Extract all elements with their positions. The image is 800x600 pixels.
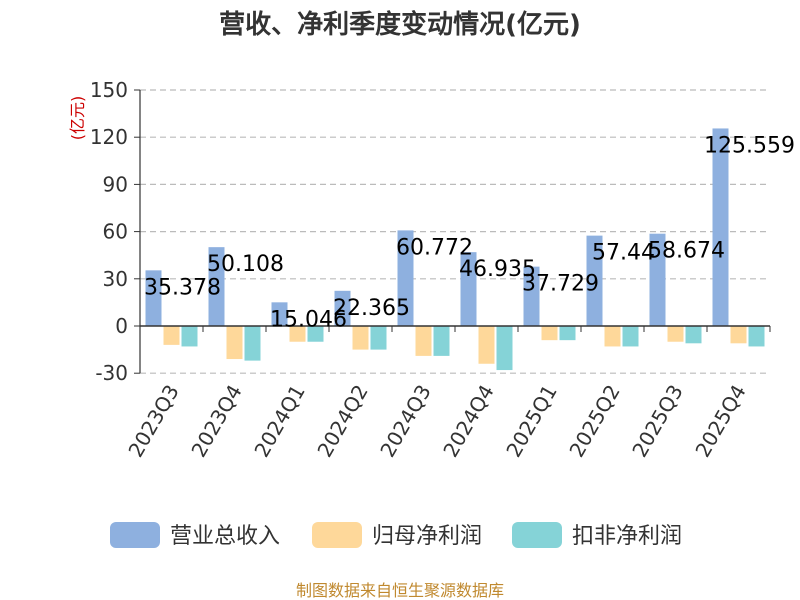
bar-2-2024Q4	[478, 326, 495, 364]
x-tick-label: 2023Q3	[123, 381, 183, 462]
bar-2-2025Q2	[604, 326, 621, 347]
bars	[145, 128, 765, 371]
bar-3-2024Q1	[307, 326, 324, 342]
bar-3-2024Q2	[370, 326, 387, 350]
grid-lines	[140, 89, 770, 374]
bar-1-2023Q4	[208, 247, 225, 326]
legend-label: 营业总收入	[170, 524, 280, 549]
bar-1-2024Q3	[397, 230, 414, 326]
y-tick-label: 0	[115, 314, 128, 338]
legend-label: 归母净利润	[372, 524, 482, 549]
bar-3-2025Q1	[559, 326, 576, 341]
data-label: 35.378	[144, 275, 221, 300]
chart-title: 营收、净利季度变动情况(亿元)	[219, 9, 581, 40]
bar-3-2025Q4	[748, 326, 765, 347]
bar-3-2025Q3	[685, 326, 702, 344]
y-tick-label: 90	[103, 172, 128, 196]
data-label: 60.772	[396, 235, 473, 260]
legend-swatch	[312, 522, 362, 548]
bar-3-2024Q3	[433, 326, 450, 356]
data-label: 37.729	[522, 272, 599, 297]
legend-swatch	[110, 522, 160, 548]
y-axis-unit-label: (亿元)	[68, 96, 87, 141]
bar-3-2024Q4	[496, 326, 513, 371]
y-tick-label: -30	[95, 361, 128, 385]
bar-3-2023Q4	[244, 326, 261, 361]
legend-label: 扣非净利润	[572, 524, 682, 549]
data-label: 15.046	[270, 307, 347, 332]
data-label: 50.108	[207, 252, 284, 277]
bar-1-2025Q4	[712, 128, 729, 326]
bar-1-2024Q4	[460, 252, 477, 326]
bar-2-2024Q2	[352, 326, 369, 350]
bar-1-2023Q3	[145, 270, 162, 326]
legend-swatch	[512, 522, 562, 548]
x-tick-label: 2025Q2	[564, 381, 624, 462]
bar-2-2025Q4	[730, 326, 747, 344]
bar-1-2024Q2	[334, 290, 351, 326]
bar-2-2025Q3	[667, 326, 684, 342]
y-tick-label: 60	[103, 220, 128, 244]
source-note: 制图数据来自恒生聚源数据库	[296, 581, 504, 600]
x-tick-label: 2025Q1	[501, 381, 561, 462]
data-label: 58.674	[648, 239, 725, 264]
bar-1-2024Q1	[271, 302, 288, 326]
bar-1-2025Q1	[523, 266, 540, 326]
bar-1-2025Q3	[649, 233, 666, 326]
bar-3-2023Q3	[181, 326, 198, 347]
y-tick-label: 150	[90, 78, 128, 102]
data-label: 57.44	[592, 241, 655, 266]
data-label: 125.559	[704, 133, 795, 158]
bar-2-2024Q1	[289, 326, 306, 342]
x-tick-label: 2025Q3	[627, 381, 687, 462]
legend: 营业总收入 归母净利润 扣非净利润	[110, 522, 682, 549]
x-tick-label: 2025Q4	[690, 381, 750, 462]
bar-3-2025Q2	[622, 326, 639, 347]
x-tick-label: 2024Q1	[249, 381, 309, 462]
x-tick-label: 2024Q4	[438, 381, 498, 462]
bar-2-2023Q4	[226, 326, 243, 360]
axes: -30 0 30 60 90 120 150 2023Q3 2023Q4 2024Q1 2024Q2…	[90, 78, 771, 462]
y-tick-label: 120	[90, 125, 128, 149]
data-label: 46.935	[459, 257, 536, 282]
bar-1-2025Q2	[586, 235, 603, 326]
bar-2-2025Q1	[541, 326, 558, 341]
x-tick-label: 2024Q3	[375, 381, 435, 462]
bar-2-2024Q3	[415, 326, 432, 356]
x-tick-label: 2023Q4	[186, 381, 246, 462]
data-label: 22.365	[333, 296, 410, 321]
y-tick-label: 30	[103, 267, 128, 291]
x-tick-label: 2024Q2	[312, 381, 372, 462]
bar-2-2023Q3	[163, 326, 180, 345]
